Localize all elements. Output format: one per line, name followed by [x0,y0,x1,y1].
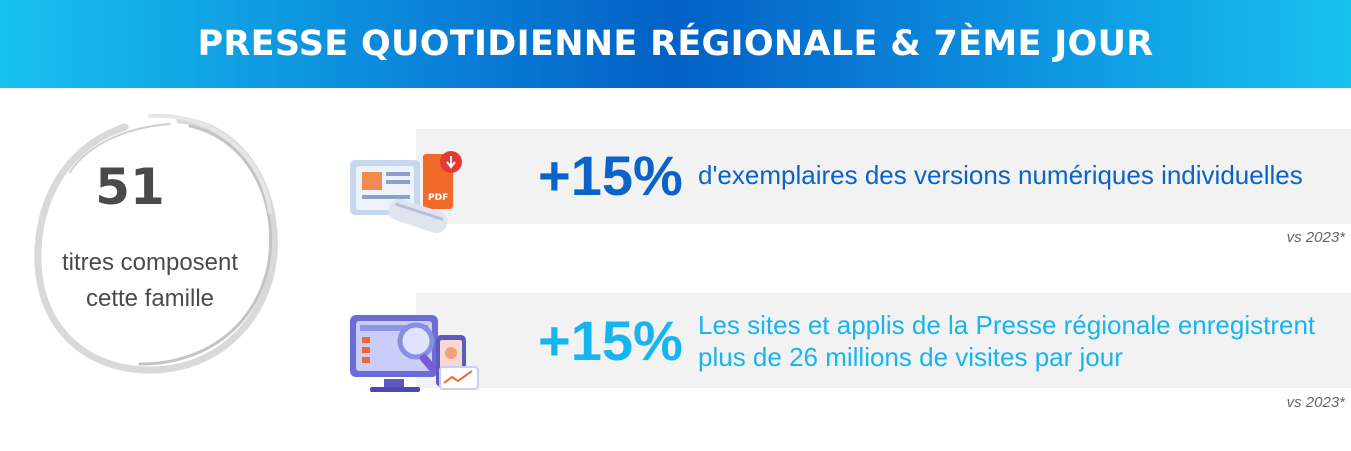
title-banner: PRESSE QUOTIDIENNE RÉGIONALE & 7ÈME JOUR [0,0,1351,88]
stat-band-visits [416,293,1351,388]
stat-description-digital-copies: d'exemplaires des versions numériques in… [698,160,1303,190]
brush-circle [30,112,280,377]
stat-value-visits: +15% [538,309,683,372]
title-count-label: titres composent cette famille [61,249,239,312]
computer-analytics-icon [348,313,483,400]
newspaper-pdf-icon: PDF [348,150,463,245]
stat-note-visits: vs 2023* [1286,394,1345,411]
stat-band-digital-copies [416,129,1351,224]
page-title: PRESSE QUOTIDIENNE RÉGIONALE & 7ÈME JOUR [197,24,1154,64]
stat-description-visits: Les sites et applis de la Presse régiona… [698,310,1316,372]
title-count: 51 [95,158,165,216]
stat-value-digital-copies: +15% [538,144,683,207]
svg-text:PDF: PDF [428,193,448,203]
stat-note-digital-copies: vs 2023* [1286,229,1345,246]
